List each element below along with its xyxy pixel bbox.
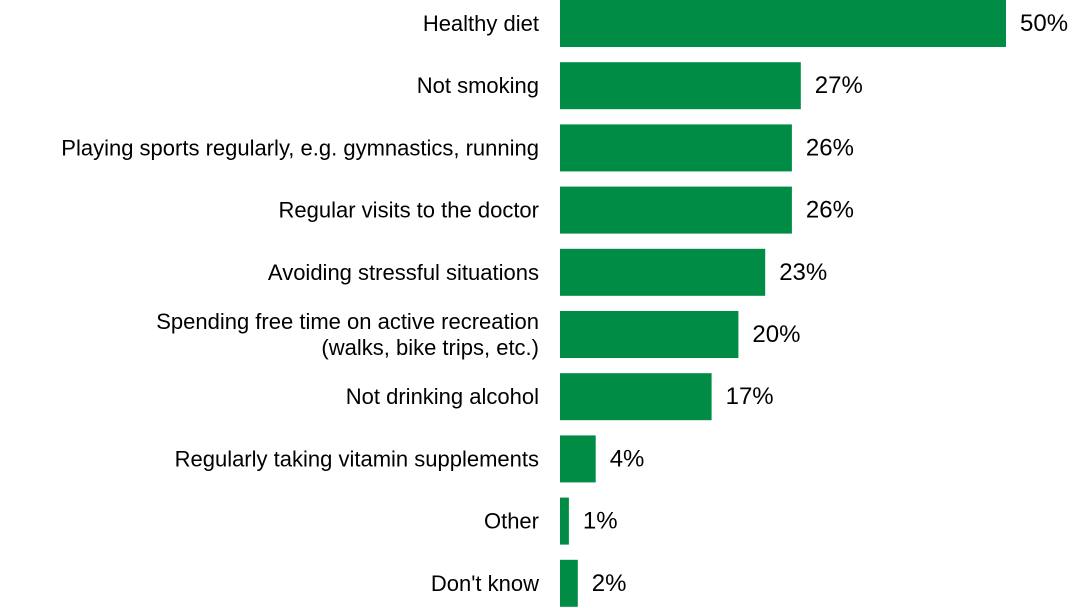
category-label-line: Healthy diet <box>423 11 539 36</box>
value-label: 26% <box>806 197 854 224</box>
category-label-line: Not drinking alcohol <box>346 384 539 409</box>
category-label-line: Avoiding stressful situations <box>268 260 539 285</box>
value-label: 2% <box>592 570 627 597</box>
category-label-line: (walks, bike trips, etc.) <box>321 335 539 360</box>
bar <box>560 0 1006 47</box>
category-label: Not smoking <box>417 73 539 98</box>
category-label: Regular visits to the doctor <box>279 198 539 223</box>
category-label-line: Don't know <box>431 571 539 596</box>
category-label-line: Playing sports regularly, e.g. gymnastic… <box>61 135 539 160</box>
category-label-line: Regular visits to the doctor <box>279 198 539 223</box>
bar <box>560 124 792 172</box>
value-label: 23% <box>779 259 827 286</box>
category-label: Don't know <box>431 571 539 596</box>
bar <box>560 435 596 483</box>
category-label: Spending free time on active recreation(… <box>156 309 539 360</box>
category-label-line: Not smoking <box>417 73 539 98</box>
category-label-line: Regularly taking vitamin supplements <box>175 446 539 471</box>
value-label: 17% <box>726 383 774 410</box>
bar <box>560 373 712 421</box>
category-label: Not drinking alcohol <box>346 384 539 409</box>
value-label: 4% <box>610 445 645 472</box>
category-label: Other <box>484 509 539 534</box>
bar <box>560 559 578 607</box>
value-label: 20% <box>752 321 800 348</box>
bar <box>560 186 792 234</box>
category-label: Regularly taking vitamin supplements <box>175 446 539 471</box>
bar <box>560 311 739 358</box>
value-label: 50% <box>1020 10 1068 37</box>
value-label: 27% <box>815 72 863 99</box>
category-label-line: Spending free time on active recreation <box>156 309 539 334</box>
value-label: 26% <box>806 134 854 161</box>
bar <box>560 62 801 110</box>
category-label: Avoiding stressful situations <box>268 260 539 285</box>
bar <box>560 497 569 545</box>
value-label: 1% <box>583 508 618 535</box>
category-label-line: Other <box>484 509 539 534</box>
bar <box>560 248 766 296</box>
category-label: Healthy diet <box>423 11 539 36</box>
category-label: Playing sports regularly, e.g. gymnastic… <box>61 135 539 160</box>
